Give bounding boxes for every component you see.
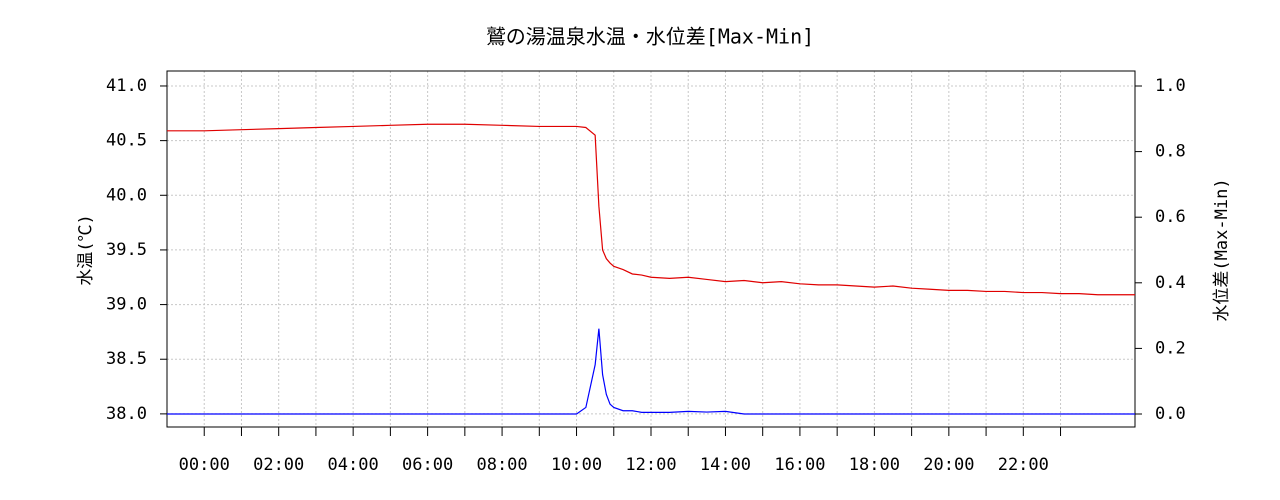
y2-tick-label: 0.6 [1155, 207, 1186, 227]
chart-title: 鷲の湯温泉水温・水位差[Max-Min] [486, 25, 814, 49]
x-tick-label: 02:00 [253, 455, 304, 475]
y-axis-label: 水温(℃) [76, 214, 96, 285]
y-tick-label: 39.0 [106, 295, 147, 315]
y2-tick-label: 0.4 [1155, 273, 1186, 293]
y-tick-label: 38.0 [106, 404, 147, 424]
plot-frame [166, 70, 1136, 428]
x-tick-label: 12:00 [625, 455, 676, 475]
x-tick-label: 14:00 [700, 455, 751, 475]
x-tick-label: 16:00 [774, 455, 825, 475]
y-tick-label: 40.0 [106, 185, 147, 205]
series-line [167, 328, 1135, 415]
x-tick-label: 10:00 [551, 455, 602, 475]
x-tick-label: 20:00 [923, 455, 974, 475]
series-line [167, 123, 1135, 296]
y2-tick-label: 0.2 [1155, 338, 1186, 358]
y-tick-label: 41.0 [106, 76, 147, 96]
y-tick-label: 40.5 [106, 131, 147, 151]
x-tick-label: 08:00 [476, 455, 527, 475]
y2-axis-label: 水位差(Max-Min) [1212, 178, 1232, 321]
x-tick-label: 00:00 [179, 455, 230, 475]
y2-tick-label: 1.0 [1155, 76, 1186, 96]
x-tick-label: 04:00 [328, 455, 379, 475]
y2-tick-label: 0.0 [1155, 404, 1186, 424]
x-tick-label: 18:00 [849, 455, 900, 475]
y-tick-label: 39.5 [106, 240, 147, 260]
y-tick-label: 38.5 [106, 349, 147, 369]
y2-tick-label: 0.8 [1155, 142, 1186, 162]
x-tick-label: 22:00 [998, 455, 1049, 475]
x-tick-label: 06:00 [402, 455, 453, 475]
